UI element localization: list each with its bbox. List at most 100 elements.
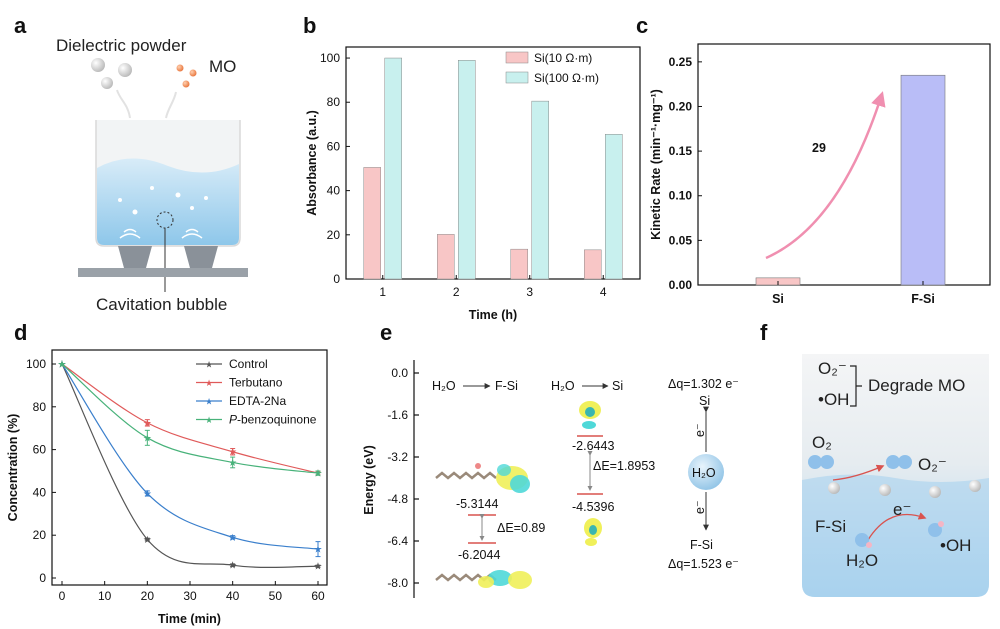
x-tick-label: 40 — [226, 589, 240, 603]
x-tick-label: 3 — [526, 285, 533, 299]
energy-tick: -6.4 — [387, 534, 408, 548]
x-axis-title: Time (min) — [158, 612, 221, 626]
bubble — [150, 186, 154, 190]
x-tick-label: 20 — [141, 589, 155, 603]
bubble — [118, 198, 122, 202]
y-axis-title: Kinetic Rate (min⁻¹·mg⁻¹) — [649, 89, 663, 240]
legend-marker: ★ — [205, 361, 213, 371]
powder-particle — [101, 77, 113, 89]
f-oh: •OH — [818, 390, 849, 409]
panel-label-a: a — [14, 13, 27, 38]
degrade-mo-label: Degrade MO — [868, 376, 965, 395]
panel-b-absorbance-chart: 0 20 40 60 80 100 1 2 3 4 Time (h) Absorbance (a.u.… — [305, 46, 641, 322]
energy-tick: -1.6 — [387, 408, 408, 422]
oh-radical — [928, 523, 942, 537]
x-tick-label: 60 — [311, 589, 325, 603]
fsi-h2o-label: H₂O — [432, 379, 456, 393]
plot-frame — [51, 349, 328, 586]
panel-d-concentration-chart: 0 20 40 60 80 100 0 10 20 30 40 50 60 Time (min) Conce… — [6, 349, 328, 626]
mo-particle — [189, 69, 197, 77]
bubble — [175, 192, 181, 198]
data-point-3: ★ — [58, 360, 67, 371]
y-tick-label: 0.00 — [669, 278, 693, 292]
si-level-1: -2.6443 — [572, 439, 614, 453]
bubble — [204, 196, 208, 200]
energy-tick: -8.0 — [387, 576, 408, 590]
panel-label-f: f — [760, 320, 768, 345]
y-tick-label: 0.20 — [669, 99, 693, 113]
energy-tick: -4.8 — [387, 492, 408, 506]
energy-axis-title: Energy (eV) — [362, 445, 376, 514]
plot-frame — [697, 43, 991, 286]
legend-swatch — [505, 51, 529, 64]
fsi-level-2: -6.2044 — [458, 548, 500, 562]
bubble — [190, 206, 194, 210]
oxidation-arrow — [867, 512, 927, 541]
bar-si100 — [531, 100, 549, 280]
base-plate — [78, 268, 248, 277]
si-target-label: Si — [612, 379, 623, 393]
bar-si10 — [584, 249, 602, 280]
bracket — [850, 365, 862, 407]
y-tick-label: 0 — [333, 272, 340, 286]
y-tick-label: 0.15 — [669, 144, 693, 158]
data-point-1: ★ — [228, 447, 237, 458]
series-line-1 — [61, 363, 319, 474]
si-level-2: -4.5396 — [572, 500, 614, 514]
bar-si10 — [510, 248, 528, 280]
x-tick-label: 1 — [379, 285, 386, 299]
wave-icon — [181, 233, 203, 239]
data-point-2: ★ — [58, 360, 67, 371]
h2o-molecule — [688, 454, 724, 490]
f-o2-minus: O₂⁻ — [818, 359, 847, 378]
f-o2-label: O₂ — [812, 433, 832, 452]
x-tick-label: F-Si — [911, 292, 935, 306]
si-orbital-homo — [584, 518, 602, 546]
x-axis-title: Time (h) — [469, 308, 517, 322]
fsi-molecule-lumo — [435, 570, 532, 589]
transducer-foot — [184, 246, 218, 268]
legend-marker: ★ — [205, 379, 213, 389]
wave-icon — [119, 233, 141, 239]
si-delta-e: ΔE=1.8953 — [593, 459, 655, 473]
panel-c-kinetic-chart: 0.00 0.05 0.10 0.15 0.20 0.25 Si F-Si 29 Kinetic … — [649, 43, 991, 306]
series-line-0 — [61, 363, 319, 569]
legend-label: Si(100 Ω·m) — [534, 71, 599, 85]
panel-e-energy-diagram: 0.0 -1.6 -3.2 -4.8 -6.4 -8.0 Energy (eV)… — [362, 360, 739, 598]
y-axis-title: Absorbance (a.u.) — [305, 110, 319, 216]
powder-particle — [91, 58, 105, 72]
bar-f-si — [900, 74, 946, 286]
h2o-center-label: H₂O — [692, 466, 716, 480]
x-tick-label: 2 — [453, 285, 460, 299]
data-point-3: ★ — [228, 458, 237, 469]
fsi-molecule-homo — [435, 463, 530, 493]
energy-tick: -3.2 — [387, 450, 408, 464]
f-electron: e⁻ — [893, 500, 911, 519]
y-axis-title: Concentration (%) — [6, 414, 20, 522]
x-tick-label: 4 — [600, 285, 607, 299]
y-tick-label: 100 — [320, 51, 340, 65]
fsi-node-label: F-Si — [690, 538, 713, 552]
series-line-3 — [61, 363, 319, 474]
plot-frame — [345, 46, 641, 280]
f-h2o-label: H₂O — [846, 551, 878, 570]
powder-particle — [118, 63, 132, 77]
f-o2-minus-2: O₂⁻ — [918, 455, 947, 474]
y-tick-label: 0.25 — [669, 55, 693, 69]
y-tick-label: 20 — [33, 528, 47, 542]
data-point-0: ★ — [143, 535, 152, 546]
legend-marker: ★ — [205, 416, 213, 426]
reduction-arrow — [832, 464, 885, 481]
bar-si100 — [605, 134, 623, 280]
energy-axis-ticks — [414, 372, 419, 584]
x-tick-label: 0 — [59, 589, 66, 603]
data-point-0: ★ — [314, 562, 323, 573]
cavitation-bubble-label: Cavitation bubble — [96, 295, 227, 314]
water — [97, 158, 239, 245]
si-h2o-label: H₂O — [551, 379, 575, 393]
f-oh-label: •OH — [940, 536, 971, 555]
data-point-1: ★ — [143, 418, 152, 429]
mo-stream — [165, 91, 177, 119]
data-point-2: ★ — [314, 545, 323, 556]
